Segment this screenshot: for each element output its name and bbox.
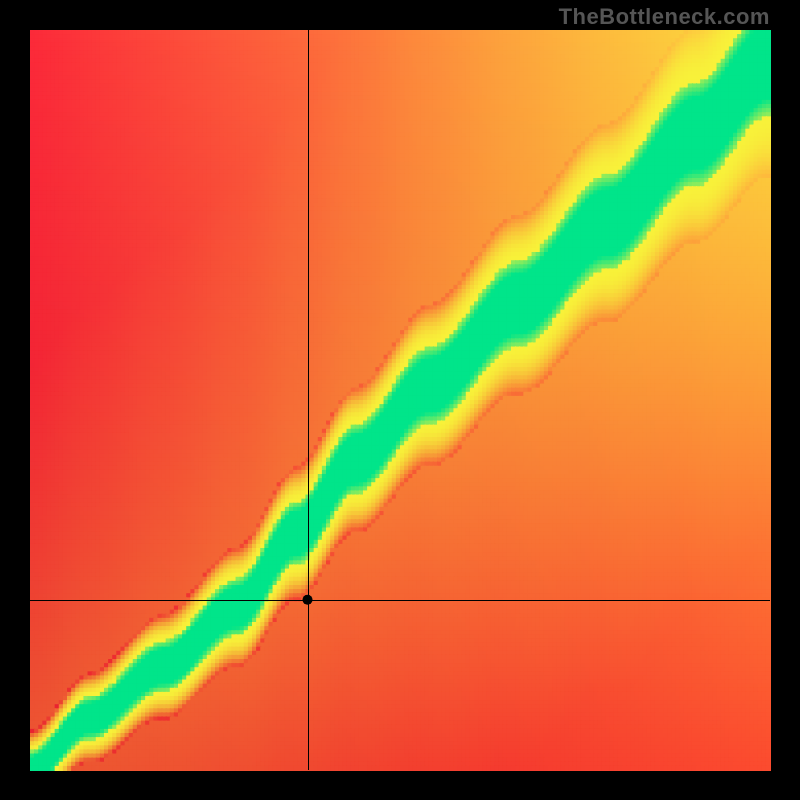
watermark-text: TheBottleneck.com xyxy=(559,4,770,30)
bottleneck-heatmap xyxy=(0,0,800,800)
chart-container: TheBottleneck.com xyxy=(0,0,800,800)
